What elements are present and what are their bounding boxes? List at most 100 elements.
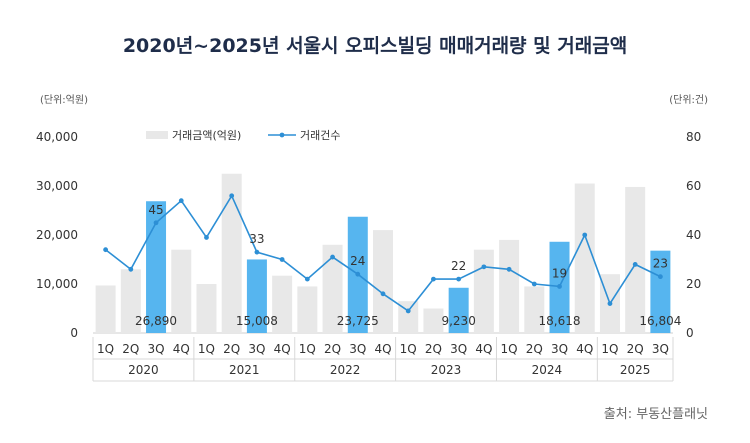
line-point: [380, 291, 386, 297]
x-tick-label: 4Q: [475, 342, 492, 356]
bar: [95, 285, 116, 333]
legend-line-label: 거래건수: [300, 129, 340, 142]
line-point: [254, 249, 260, 255]
x-tick-label: 3Q: [349, 342, 366, 356]
line-point: [531, 281, 537, 287]
line-series: [103, 193, 663, 314]
legend-line-marker: [279, 132, 285, 138]
line-point: [178, 198, 184, 204]
line-point: [103, 247, 109, 253]
bar: [423, 308, 444, 333]
x-tick-label: 2Q: [223, 342, 240, 356]
left-axis: 0 10,000 20,000 30,000 40,000: [36, 130, 78, 340]
left-axis-unit: (단위:억원): [40, 93, 88, 106]
bar-highlight: [146, 201, 167, 333]
x-tick-label: 2Q: [425, 342, 442, 356]
bar: [272, 275, 293, 333]
x-tick-label: 3Q: [248, 342, 265, 356]
line-point: [632, 262, 638, 267]
left-axis-tick-label: 40,000: [36, 130, 78, 144]
line-point: [229, 193, 235, 199]
bar: [398, 301, 419, 333]
line-point: [304, 276, 310, 282]
line-value-label: 19: [552, 266, 567, 280]
x-tick-label: 4Q: [374, 342, 391, 356]
x-year-label: 2025: [620, 363, 651, 377]
x-tick-label: 1Q: [501, 342, 518, 356]
line-value-label: 45: [148, 203, 163, 217]
bar: [373, 230, 393, 333]
bar-value-label: 18,618: [539, 314, 581, 328]
x-tick-label: 4Q: [173, 342, 190, 356]
x-year-label: 2021: [229, 363, 260, 377]
x-year-label: 2023: [431, 363, 462, 377]
line-point: [557, 284, 562, 289]
bar-series: [95, 173, 671, 333]
x-tick-label: 1Q: [601, 342, 618, 356]
line-point: [431, 276, 436, 282]
line-value-label: 22: [451, 259, 466, 273]
line-point: [204, 235, 209, 240]
bar: [625, 186, 646, 333]
bar-value-label: 26,890: [135, 314, 177, 328]
legend-bar-label: 거래금액(억원): [172, 129, 241, 142]
x-year-label: 2022: [330, 363, 361, 377]
x-tick-label: 4Q: [274, 342, 291, 356]
bar: [499, 239, 520, 333]
bar-highlight: [650, 250, 671, 333]
x-tick-label: 3Q: [147, 342, 164, 356]
line-point: [405, 308, 411, 314]
x-year-label: 2020: [128, 363, 159, 377]
right-axis-unit: (단위:건): [669, 93, 708, 106]
bar: [120, 269, 141, 333]
bar-value-label: 23,725: [337, 314, 379, 328]
x-tick-label: 1Q: [97, 342, 114, 356]
line-point: [582, 232, 588, 238]
bar-value-label: 16,804: [639, 314, 681, 328]
x-tick-label: 3Q: [450, 342, 467, 356]
bar-highlight: [246, 259, 267, 333]
bar: [574, 183, 595, 333]
line-point: [657, 274, 663, 280]
legend: 거래금액(억원) 거래건수: [146, 129, 340, 142]
line-point: [481, 264, 487, 270]
line-point: [456, 276, 462, 282]
bar: [473, 249, 494, 333]
line-point: [128, 266, 134, 272]
right-axis-tick-label: 80: [686, 130, 701, 144]
bar: [196, 284, 217, 333]
data-labels: 26,890 45 15,008 33 23,725 24 9,230 22 18,618 19 1…: [135, 203, 681, 328]
x-tick-label: 3Q: [551, 342, 568, 356]
bar-value-label: 9,230: [441, 314, 475, 328]
bar-highlight: [448, 287, 469, 333]
x-tick-label: 2Q: [526, 342, 543, 356]
source-note: 출처: 부동산플래닛: [604, 407, 708, 422]
line-point: [607, 301, 613, 306]
bar: [221, 173, 242, 333]
bar: [322, 244, 343, 333]
left-axis-tick-label: 0: [70, 326, 78, 340]
bar: [171, 249, 192, 333]
line-point: [355, 271, 361, 277]
right-axis: 0 20 40 60 80: [686, 130, 701, 340]
line-point: [153, 220, 159, 226]
bar: [524, 286, 545, 333]
x-tick-label: 1Q: [299, 342, 316, 356]
x-tick-label: 1Q: [198, 342, 215, 356]
left-axis-tick-label: 20,000: [36, 228, 78, 242]
x-tick-label: 4Q: [576, 342, 593, 356]
x-axis: 1Q 2Q 3Q 4Q 1Q 2Q 3Q 4Q 1Q 2Q 3Q 4Q 1Q 2Q 3Q 4Q 1Q 2Q 3Q 4Q…: [92, 337, 674, 382]
line-point: [279, 257, 285, 262]
line-point: [506, 266, 512, 272]
left-axis-tick-label: 30,000: [36, 179, 78, 193]
x-tick-label: 3Q: [652, 342, 669, 356]
right-axis-tick-label: 20: [686, 277, 701, 291]
right-axis-tick-label: 40: [686, 228, 701, 242]
line-value-label: 33: [249, 232, 264, 246]
x-tick-label: 2Q: [324, 342, 341, 356]
line-value-label: 23: [653, 257, 668, 271]
chart-title: 2020년~2025년 서울시 오피스빌딩 매매거래량 및 거래금액: [123, 35, 627, 57]
line-value-label: 24: [350, 254, 365, 268]
right-axis-tick-label: 0: [686, 326, 694, 340]
